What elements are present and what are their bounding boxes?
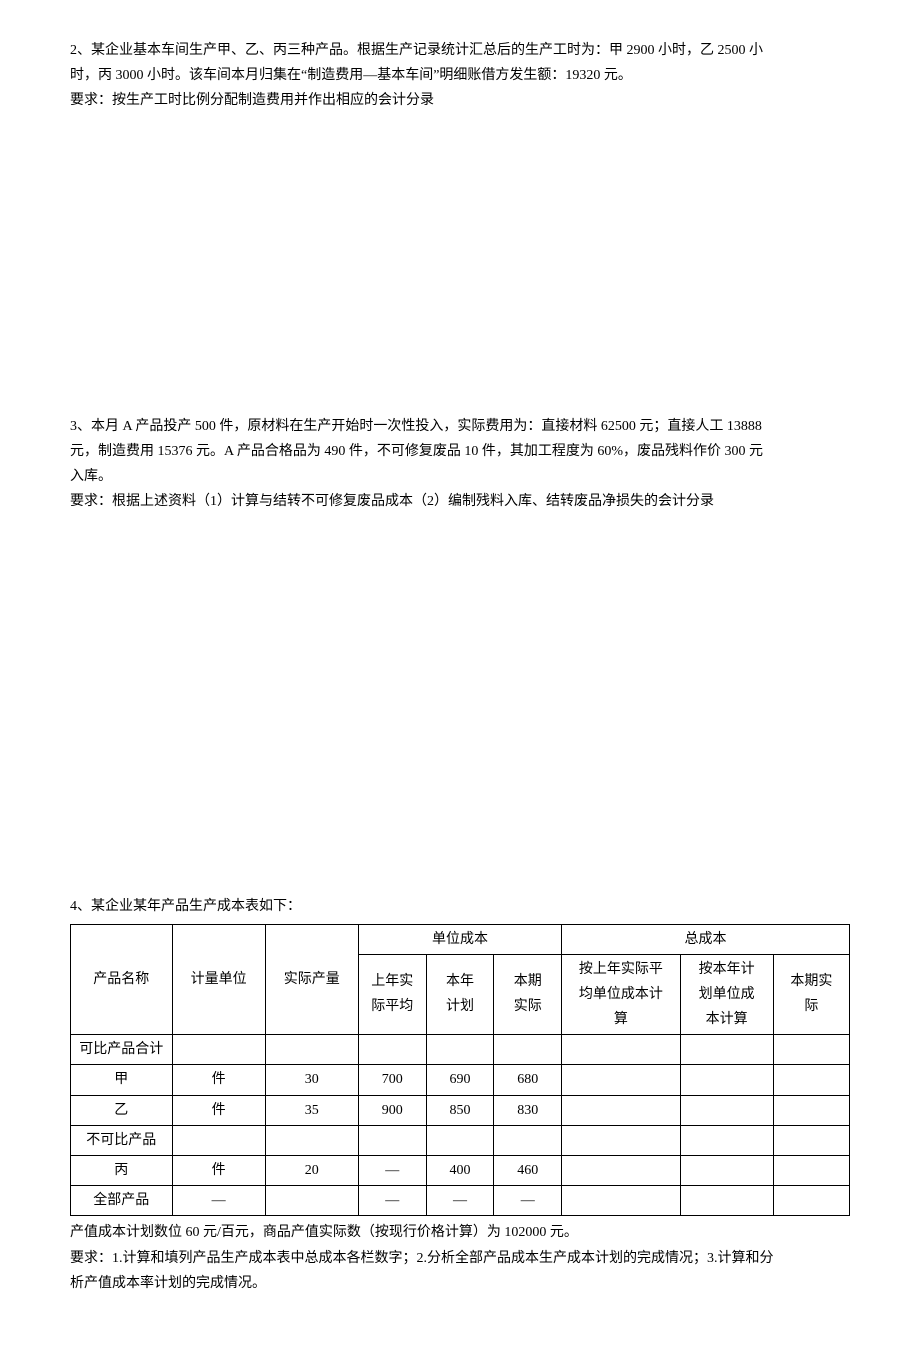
cell-uc2: 400 (426, 1156, 494, 1186)
cell-name: 可比产品合计 (71, 1035, 173, 1065)
cost-table: 产品名称 计量单位 实际产量 单位成本 总成本 上年实际平均 本年计划 本期实际… (70, 924, 850, 1217)
th-tc1: 按上年实际平均单位成本计算 (562, 954, 681, 1035)
table-row: 可比产品合计 (71, 1035, 850, 1065)
cell-unit: 件 (172, 1065, 265, 1095)
cell-tc1 (562, 1035, 681, 1065)
cell-tc3 (773, 1095, 849, 1125)
q2-line1: 2、某企业基本车间生产甲、乙、丙三种产品。根据生产记录统计汇总后的生产工时为：甲… (70, 38, 850, 63)
cell-name: 甲 (71, 1065, 173, 1095)
cell-tc3 (773, 1186, 849, 1216)
table-row: 全部产品 — — — — (71, 1186, 850, 1216)
cell-name: 乙 (71, 1095, 173, 1125)
th-uc3: 本期实际 (494, 954, 562, 1035)
cell-qty (265, 1125, 358, 1155)
cell-uc3: 680 (494, 1065, 562, 1095)
th-qty: 实际产量 (265, 924, 358, 1035)
q3-line2: 元，制造费用 15376 元。A 产品合格品为 490 件，不可修复废品 10 … (70, 439, 850, 464)
cell-unit: — (172, 1186, 265, 1216)
cell-qty: 20 (265, 1156, 358, 1186)
question-4: 4、某企业某年产品生产成本表如下： 产品名称 计量单位 实际产量 单位成本 总成… (70, 894, 850, 1296)
cell-unit (172, 1035, 265, 1065)
table-row: 甲 件 30 700 690 680 (71, 1065, 850, 1095)
cell-tc3 (773, 1065, 849, 1095)
cell-tc2 (680, 1065, 773, 1095)
cell-tc2 (680, 1186, 773, 1216)
cell-uc3: — (494, 1186, 562, 1216)
cell-unit: 件 (172, 1095, 265, 1125)
cell-uc1: 700 (358, 1065, 426, 1095)
cell-uc3: 460 (494, 1156, 562, 1186)
cell-uc1: 900 (358, 1095, 426, 1125)
th-name: 产品名称 (71, 924, 173, 1035)
cell-name: 不可比产品 (71, 1125, 173, 1155)
cell-unit: 件 (172, 1156, 265, 1186)
q3-line4: 要求：根据上述资料（1）计算与结转不可修复废品成本（2）编制残料入库、结转废品净… (70, 489, 850, 514)
q4-after2: 要求：1.计算和填列产品生产成本表中总成本各栏数字；2.分析全部产品成本生产成本… (70, 1246, 850, 1271)
cell-tc3 (773, 1125, 849, 1155)
cell-uc2 (426, 1125, 494, 1155)
cell-uc1: — (358, 1156, 426, 1186)
cell-qty: 35 (265, 1095, 358, 1125)
th-tc2: 按本年计划单位成本计算 (680, 954, 773, 1035)
cell-uc2: — (426, 1186, 494, 1216)
cell-tc3 (773, 1035, 849, 1065)
cell-tc1 (562, 1065, 681, 1095)
table-row: 丙 件 20 — 400 460 (71, 1156, 850, 1186)
q4-intro: 4、某企业某年产品生产成本表如下： (70, 894, 850, 919)
th-total-cost: 总成本 (562, 924, 850, 954)
q4-after3: 析产值成本率计划的完成情况。 (70, 1271, 850, 1296)
th-unit-cost: 单位成本 (358, 924, 561, 954)
cell-name: 丙 (71, 1156, 173, 1186)
cell-uc1 (358, 1035, 426, 1065)
cell-qty (265, 1035, 358, 1065)
th-unit: 计量单位 (172, 924, 265, 1035)
cell-tc2 (680, 1156, 773, 1186)
table-row: 乙 件 35 900 850 830 (71, 1095, 850, 1125)
cell-qty: 30 (265, 1065, 358, 1095)
table-row: 不可比产品 (71, 1125, 850, 1155)
q3-line3: 入库。 (70, 464, 850, 489)
q3-line1: 3、本月 A 产品投产 500 件，原材料在生产开始时一次性投入，实际费用为：直… (70, 414, 850, 439)
cell-uc2 (426, 1035, 494, 1065)
cell-tc1 (562, 1186, 681, 1216)
cell-unit (172, 1125, 265, 1155)
cell-uc2: 850 (426, 1095, 494, 1125)
th-uc1: 上年实际平均 (358, 954, 426, 1035)
cell-tc2 (680, 1125, 773, 1155)
table-header-row-1: 产品名称 计量单位 实际产量 单位成本 总成本 (71, 924, 850, 954)
cell-tc2 (680, 1095, 773, 1125)
cell-uc3 (494, 1035, 562, 1065)
cell-name: 全部产品 (71, 1186, 173, 1216)
q2-line3: 要求：按生产工时比例分配制造费用并作出相应的会计分录 (70, 88, 850, 113)
cell-tc1 (562, 1095, 681, 1125)
cell-uc1 (358, 1125, 426, 1155)
cell-tc3 (773, 1156, 849, 1186)
cell-uc3 (494, 1125, 562, 1155)
cell-uc1: — (358, 1186, 426, 1216)
cell-tc1 (562, 1125, 681, 1155)
question-3: 3、本月 A 产品投产 500 件，原材料在生产开始时一次性投入，实际费用为：直… (70, 414, 850, 515)
question-2: 2、某企业基本车间生产甲、乙、丙三种产品。根据生产记录统计汇总后的生产工时为：甲… (70, 38, 850, 114)
cell-uc2: 690 (426, 1065, 494, 1095)
cell-tc1 (562, 1156, 681, 1186)
cell-tc2 (680, 1035, 773, 1065)
q2-line2: 时，丙 3000 小时。该车间本月归集在“制造费用—基本车间”明细账借方发生额：… (70, 63, 850, 88)
q4-after1: 产值成本计划数位 60 元/百元，商品产值实际数（按现行价格计算）为 10200… (70, 1220, 850, 1245)
th-tc3: 本期实际 (773, 954, 849, 1035)
th-uc2: 本年计划 (426, 954, 494, 1035)
cell-uc3: 830 (494, 1095, 562, 1125)
cell-qty (265, 1186, 358, 1216)
